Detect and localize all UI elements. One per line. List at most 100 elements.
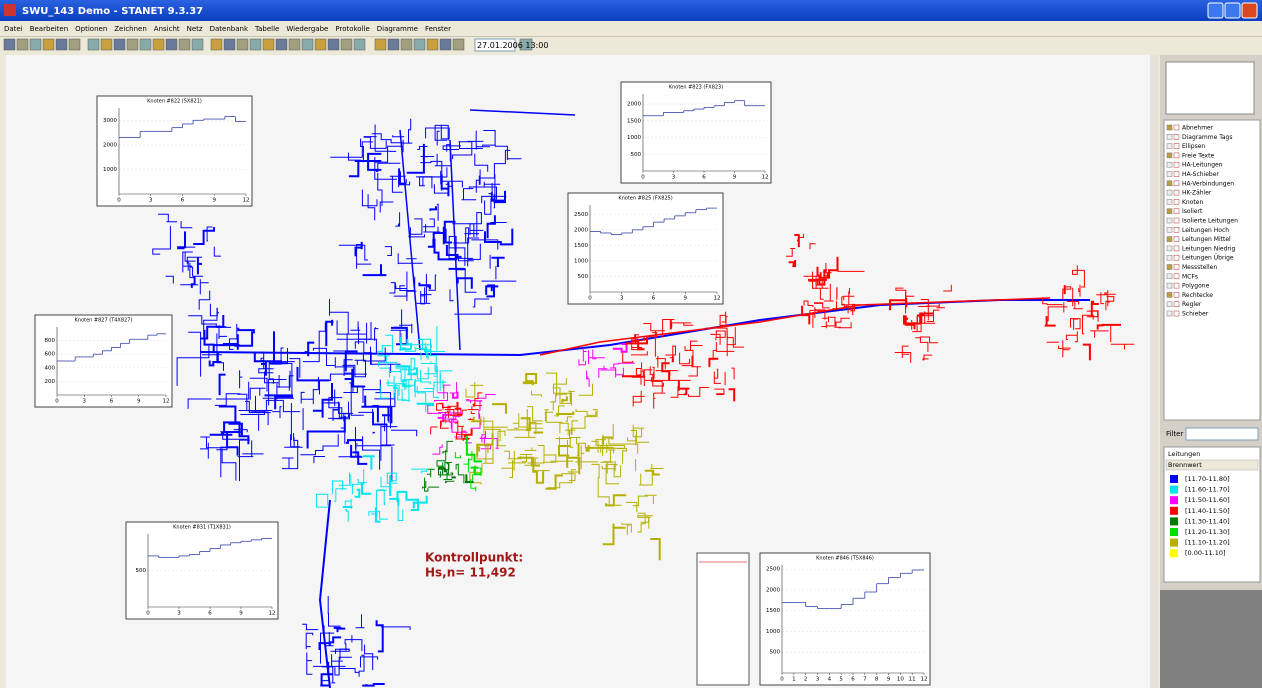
- layer-icon: [1174, 255, 1179, 260]
- tool-button[interactable]: [4, 39, 15, 50]
- layer-icon: [1174, 311, 1179, 316]
- tool-button[interactable]: [56, 39, 67, 50]
- layer-checkbox[interactable]: [1167, 218, 1172, 223]
- menu-item[interactable]: Fenster: [425, 25, 451, 33]
- y-tick-label: 1500: [627, 118, 641, 124]
- menu-item[interactable]: Diagramme: [377, 25, 418, 33]
- tool-button[interactable]: [17, 39, 28, 50]
- tool-button[interactable]: [43, 39, 54, 50]
- tool-button[interactable]: [250, 39, 261, 50]
- layer-checkbox[interactable]: [1167, 283, 1172, 288]
- tool-button[interactable]: [375, 39, 386, 50]
- layer-checkbox[interactable]: [1167, 265, 1172, 270]
- menu-item[interactable]: Ansicht: [154, 25, 180, 33]
- tool-button[interactable]: [427, 39, 438, 50]
- layer-checkbox[interactable]: [1167, 227, 1172, 232]
- tool-button[interactable]: [440, 39, 451, 50]
- layer-checkbox[interactable]: [1167, 255, 1172, 260]
- maximize-button[interactable]: [1225, 3, 1240, 18]
- x-tick-label: 6: [702, 175, 706, 181]
- tool-button[interactable]: [276, 39, 287, 50]
- x-tick-label: 3: [149, 198, 153, 204]
- tool-button[interactable]: [401, 39, 412, 50]
- tool-button[interactable]: [237, 39, 248, 50]
- close-button[interactable]: [1242, 3, 1257, 18]
- layer-checkbox[interactable]: [1167, 162, 1172, 167]
- tool-button[interactable]: [30, 39, 41, 50]
- layer-checkbox[interactable]: [1167, 153, 1172, 158]
- menu-item[interactable]: Bearbeiten: [30, 25, 68, 33]
- tool-button[interactable]: [211, 39, 222, 50]
- filter-input[interactable]: [1186, 428, 1258, 440]
- layer-checkbox[interactable]: [1167, 144, 1172, 149]
- tool-button[interactable]: [88, 39, 99, 50]
- tool-button[interactable]: [127, 39, 138, 50]
- layer-icon: [1174, 190, 1179, 195]
- tool-button[interactable]: [224, 39, 235, 50]
- x-tick-label: 0: [146, 611, 150, 617]
- layer-checkbox[interactable]: [1167, 172, 1172, 177]
- legend-label: [11.10-11.20]: [1185, 539, 1230, 547]
- y-tick-label: 1000: [627, 135, 641, 141]
- layer-checkbox[interactable]: [1167, 311, 1172, 316]
- layer-icon: [1174, 134, 1179, 139]
- tool-button[interactable]: [166, 39, 177, 50]
- layer-name: Messstellen: [1182, 264, 1217, 271]
- layer-checkbox[interactable]: [1167, 292, 1172, 297]
- x-tick-label: 12: [163, 399, 170, 405]
- layer-checkbox[interactable]: [1167, 181, 1172, 186]
- tool-button[interactable]: [302, 39, 313, 50]
- tool-button[interactable]: [354, 39, 365, 50]
- layer-checkbox[interactable]: [1167, 274, 1172, 279]
- tool-button[interactable]: [453, 39, 464, 50]
- x-tick-label: 9: [887, 677, 891, 683]
- y-tick-label: 1000: [574, 258, 588, 264]
- y-tick-label: 500: [136, 568, 147, 574]
- layer-checkbox[interactable]: [1167, 237, 1172, 242]
- menu-item[interactable]: Datenbank: [210, 25, 249, 33]
- x-tick-label: 3: [177, 611, 181, 617]
- menu-item[interactable]: Datei: [4, 25, 23, 33]
- layer-checkbox[interactable]: [1167, 209, 1172, 214]
- layer-checkbox[interactable]: [1167, 134, 1172, 139]
- tool-button[interactable]: [101, 39, 112, 50]
- y-tick-label: 2000: [627, 102, 641, 108]
- legend-title: Leitungen: [1168, 450, 1200, 458]
- menu-item[interactable]: Protokolle: [335, 25, 369, 33]
- x-tick-label: 6: [851, 677, 855, 683]
- tool-button[interactable]: [153, 39, 164, 50]
- menu-item[interactable]: Netz: [187, 25, 203, 33]
- tool-button[interactable]: [341, 39, 352, 50]
- layer-checkbox[interactable]: [1167, 125, 1172, 130]
- menu-item[interactable]: Tabelle: [254, 25, 279, 33]
- tool-button[interactable]: [192, 39, 203, 50]
- tool-button[interactable]: [289, 39, 300, 50]
- tool-button[interactable]: [114, 39, 125, 50]
- layer-name: Rechtecke: [1182, 292, 1213, 299]
- tool-button[interactable]: [315, 39, 326, 50]
- menu-item[interactable]: Optionen: [75, 25, 107, 33]
- diagram-frame: [97, 96, 252, 206]
- legend-swatch: [1170, 475, 1178, 483]
- tool-button[interactable]: [263, 39, 274, 50]
- tool-button[interactable]: [140, 39, 151, 50]
- layer-checkbox[interactable]: [1167, 190, 1172, 195]
- scrollbar[interactable]: [1150, 55, 1158, 688]
- legend-swatch: [1170, 517, 1178, 525]
- layer-checkbox[interactable]: [1167, 199, 1172, 204]
- menu-item[interactable]: Zeichnen: [114, 25, 147, 33]
- tool-button[interactable]: [179, 39, 190, 50]
- layer-checkbox[interactable]: [1167, 302, 1172, 307]
- layer-checkbox[interactable]: [1167, 246, 1172, 251]
- pipe: [451, 477, 455, 478]
- minimize-button[interactable]: [1208, 3, 1223, 18]
- tool-button[interactable]: [69, 39, 80, 50]
- tool-button[interactable]: [414, 39, 425, 50]
- layer-icon: [1174, 181, 1179, 186]
- menu-item[interactable]: Wiedergabe: [286, 25, 328, 33]
- layer-icon: [1174, 274, 1179, 279]
- tool-button[interactable]: [328, 39, 339, 50]
- tool-button[interactable]: [388, 39, 399, 50]
- overview-map[interactable]: [1166, 62, 1254, 114]
